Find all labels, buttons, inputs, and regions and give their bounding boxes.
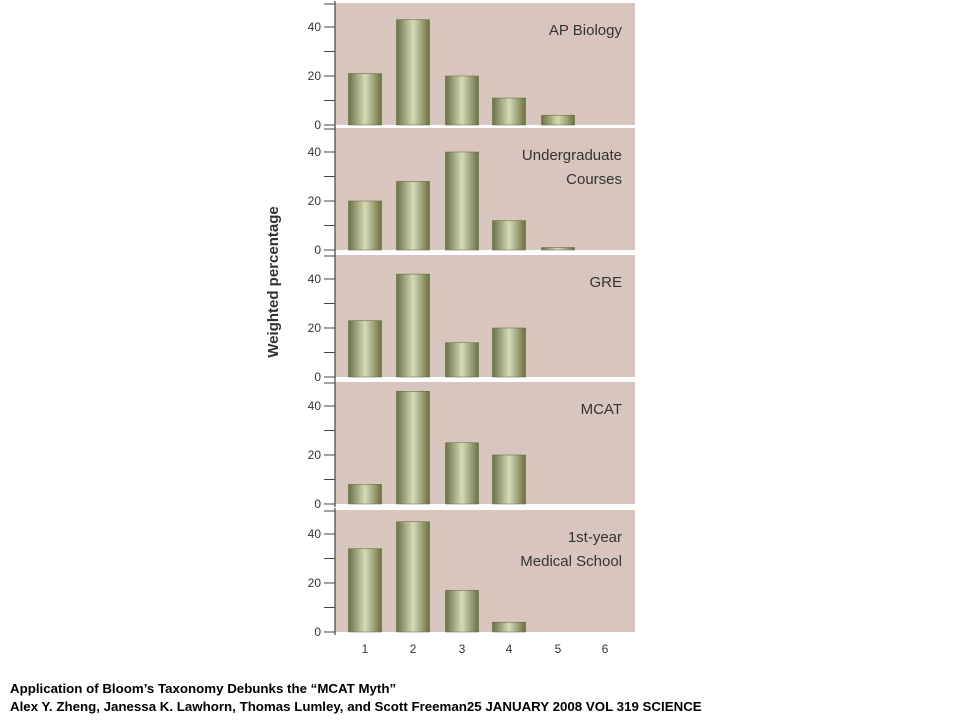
x-tick-label: 3 [459, 642, 466, 656]
panel-separator [335, 504, 635, 509]
bar-5 [541, 114, 575, 126]
bar-4 [492, 454, 526, 505]
panel-background [335, 255, 635, 377]
y-tick-label: 20 [308, 448, 322, 462]
y-tick-label: 40 [308, 145, 322, 159]
bar-4 [492, 621, 526, 633]
caption-citation: Alex Y. Zheng, Janessa K. Lawhorn, Thoma… [10, 699, 702, 714]
bar-2 [396, 19, 430, 126]
x-tick-label: 5 [555, 642, 562, 656]
bar-4 [492, 220, 526, 251]
bar-1 [348, 73, 382, 126]
panel-separator [335, 632, 635, 637]
panel-gre: 0 20 40 GRE [308, 253, 635, 384]
bar-5 [541, 247, 575, 251]
panel-background [335, 510, 635, 632]
bar-1 [348, 320, 382, 378]
bar-3 [445, 151, 479, 251]
panel-background [335, 382, 635, 504]
panel-undergraduate-courses: 0 20 40 Undergraduate Courses [308, 126, 635, 257]
bar-4 [492, 97, 526, 126]
panel-separator [335, 125, 635, 130]
y-tick-label: 20 [308, 194, 322, 208]
y-tick-label: 0 [314, 497, 321, 511]
bar-2 [396, 181, 430, 251]
caption-title: Application of Bloom’s Taxonomy Debunks … [10, 681, 397, 696]
bar-1 [348, 548, 382, 633]
bar-3 [445, 442, 479, 505]
y-tick-label: 20 [308, 321, 322, 335]
panel-label: GRE [589, 274, 622, 291]
y-tick-label: 40 [308, 399, 322, 413]
x-tick-label: 4 [506, 642, 513, 656]
panel-label: Medical School [520, 553, 622, 570]
bar-2 [396, 521, 430, 633]
y-tick-label: 20 [308, 576, 322, 590]
panel-label: 1st-year [568, 529, 622, 546]
panel-mcat: 0 20 40 MCAT [308, 380, 635, 511]
panel-label: AP Biology [549, 22, 623, 39]
panel-label: Courses [566, 171, 622, 188]
panel-separator [335, 250, 635, 255]
bar-3 [445, 590, 479, 633]
x-tick-label: 1 [362, 642, 369, 656]
bar-1 [348, 484, 382, 505]
y-axis-label: Weighted percentage [265, 206, 282, 357]
figure-caption: Application of Bloom’s Taxonomy Debunks … [10, 680, 702, 716]
y-tick-label: 0 [314, 625, 321, 639]
x-tick-label: 6 [602, 642, 609, 656]
panel-label: Undergraduate [522, 147, 622, 164]
y-tick-label: 20 [308, 69, 322, 83]
panel-separator [335, 377, 635, 382]
y-tick-label: 0 [314, 370, 321, 384]
y-tick-label: 0 [314, 243, 321, 257]
panel-ap-biology: 0 20 40 AP Biology [308, 1, 635, 132]
y-tick-label: 40 [308, 527, 322, 541]
bar-1 [348, 200, 382, 251]
panel-background [335, 3, 635, 125]
x-tick-label: 2 [410, 642, 417, 656]
bar-2 [396, 273, 430, 378]
bar-2 [396, 391, 430, 505]
panel-1st-year-medical-school: 0 20 40 1st-year Medical School [308, 508, 635, 639]
bar-3 [445, 75, 479, 126]
bar-4 [492, 327, 526, 378]
y-tick-label: 0 [314, 118, 321, 132]
y-tick-label: 40 [308, 20, 322, 34]
panel-label: MCAT [581, 401, 622, 418]
bar-3 [445, 342, 479, 378]
y-tick-label: 40 [308, 272, 322, 286]
panel-background [335, 128, 635, 250]
